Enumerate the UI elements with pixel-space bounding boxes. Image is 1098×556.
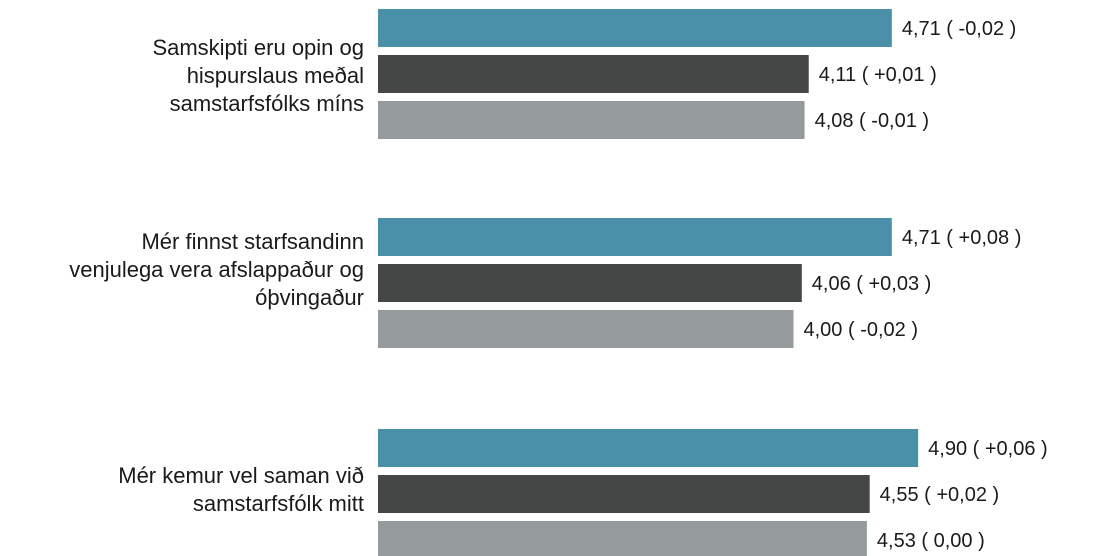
category-label-2: Mér kemur vel saman við samstarfsfólk mi… [118, 463, 364, 516]
bar-0-1 [378, 55, 809, 93]
data-label-2-2: 4,53 ( 0,00 ) [877, 530, 985, 552]
bar-0-2 [378, 101, 805, 139]
data-label-1-2: 4,00 ( -0,02 ) [804, 319, 919, 341]
bar-1-2 [378, 310, 794, 348]
bar-0-0 [378, 9, 892, 47]
data-label-0-1: 4,11 ( +0,01 ) [819, 64, 937, 86]
data-label-0-0: 4,71 ( -0,02 ) [902, 18, 1017, 40]
category-label-1: Mér finnst starfsandinn venjulega vera a… [69, 229, 364, 310]
data-label-1-0: 4,71 ( +0,08 ) [902, 227, 1022, 249]
bar-2-0 [378, 429, 919, 467]
category-label-0: Samskipti eru opin og hispurslaus meðal … [152, 35, 364, 116]
data-label-0-2: 4,08 ( -0,01 ) [815, 110, 930, 132]
bar-2-2 [378, 521, 867, 556]
bar-1-0 [378, 218, 892, 256]
data-label-2-1: 4,55 ( +0,02 ) [880, 484, 1000, 506]
bar-2-1 [378, 475, 870, 513]
bar-1-1 [378, 264, 802, 302]
data-label-2-0: 4,90 ( +0,06 ) [928, 438, 1048, 460]
data-label-1-1: 4,06 ( +0,03 ) [812, 273, 932, 295]
